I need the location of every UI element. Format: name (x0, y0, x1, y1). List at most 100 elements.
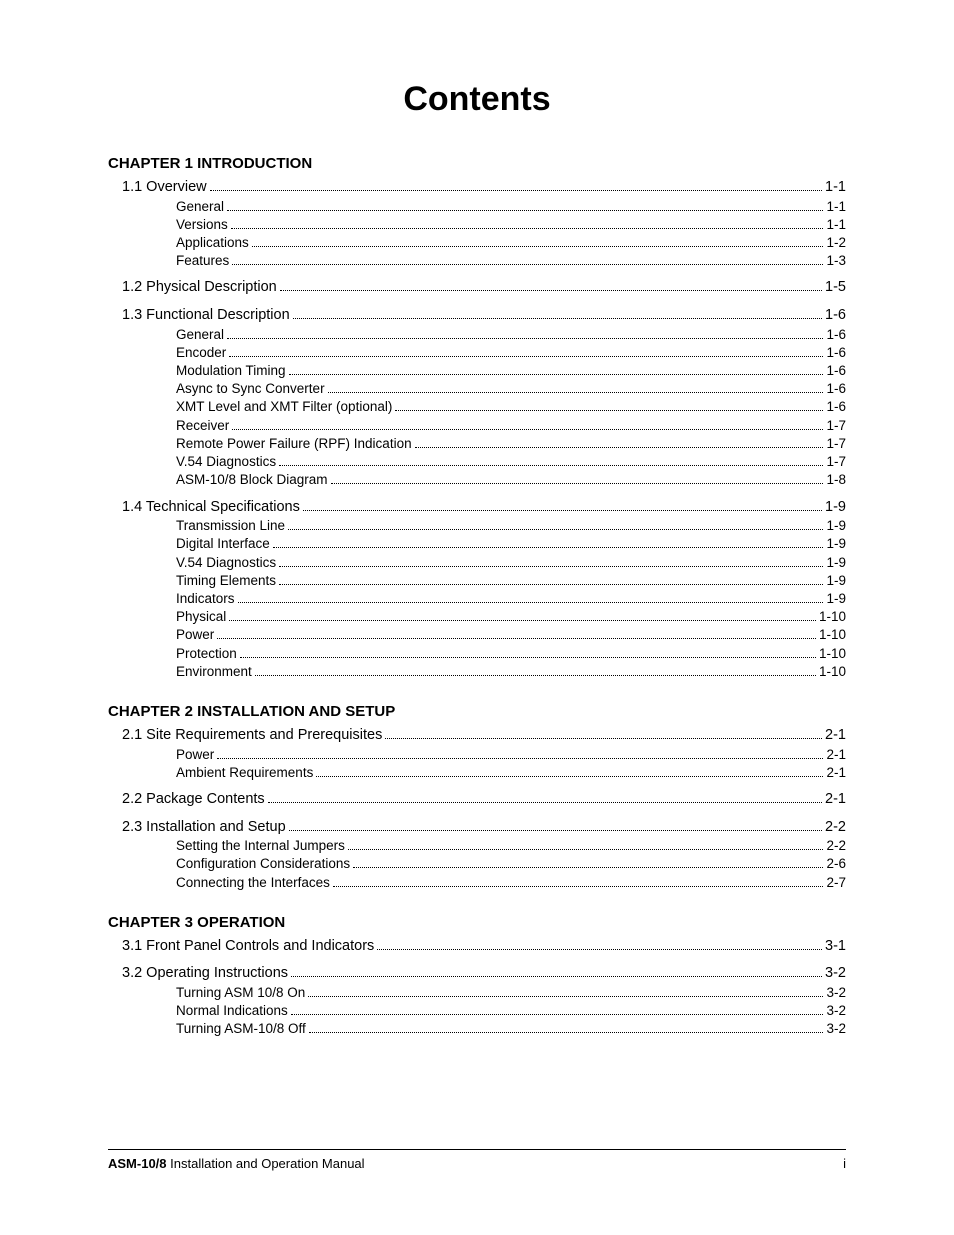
footer-page-number: i (843, 1156, 846, 1171)
toc-leader (255, 665, 816, 676)
toc-leader (328, 382, 824, 393)
toc-subsection-label: Applications (176, 234, 249, 252)
toc-section-label: 1.2 Physical Description (122, 278, 277, 298)
toc-subsection: Modulation Timing1-6 (176, 362, 846, 380)
toc-leader (210, 179, 822, 191)
toc-subsection-label: Power (176, 626, 214, 644)
toc-leader (333, 876, 824, 887)
toc-section-label: 1.3 Functional Description (122, 306, 290, 326)
toc-subsection-label: Turning ASM 10/8 On (176, 984, 305, 1002)
toc-section-label: 1.4 Technical Specifications (122, 498, 300, 518)
toc-section: 1.1 Overview 1-1 (122, 178, 846, 198)
toc-subsection-page: 1-6 (826, 398, 846, 416)
toc-subsection-page: 2-1 (826, 746, 846, 764)
toc-subsection-label: XMT Level and XMT Filter (optional) (176, 398, 392, 416)
toc-subsection: Receiver1-7 (176, 417, 846, 435)
toc-subsection: Normal Indications3-2 (176, 1002, 846, 1020)
toc-section: 2.2 Package Contents 2-1 (122, 790, 846, 810)
toc-subsection-page: 1-6 (826, 326, 846, 344)
toc-subsection-label: Setting the Internal Jumpers (176, 837, 345, 855)
toc-subsection-page: 1-9 (826, 590, 846, 608)
toc-subsection: Applications 1-2 (176, 234, 846, 252)
toc-leader (289, 364, 824, 375)
toc-subsection: Remote Power Failure (RPF) Indication1-7 (176, 435, 846, 453)
toc-subsection: Versions1-1 (176, 216, 846, 234)
toc-subsection-label: ASM-10/8 Block Diagram (176, 471, 328, 489)
toc-leader (232, 254, 823, 265)
toc-subsection-page: 1-9 (826, 572, 846, 590)
toc-subsection: Configuration Considerations2-6 (176, 855, 846, 873)
toc-leader (385, 727, 822, 739)
toc-subsection-page: 1-2 (826, 234, 846, 252)
toc-subsection: Setting the Internal Jumpers 2-2 (176, 837, 846, 855)
toc-subsection-page: 1-9 (826, 517, 846, 535)
toc-leader (279, 556, 823, 567)
toc-subsection-page: 1-7 (826, 435, 846, 453)
toc-leader (279, 574, 823, 585)
toc-subsection-label: Ambient Requirements (176, 764, 313, 782)
toc-subsection-label: V.54 Diagnostics (176, 453, 276, 471)
toc-subsection-page: 2-2 (826, 837, 846, 855)
toc-leader (217, 748, 823, 759)
toc-subsection: V.54 Diagnostics1-9 (176, 554, 846, 572)
toc-subsection-label: Configuration Considerations (176, 855, 350, 873)
toc-leader (377, 938, 822, 950)
toc-subsection: Turning ASM-10/8 Off3-2 (176, 1020, 846, 1038)
toc-leader (353, 858, 823, 869)
toc-subsection-label: Modulation Timing (176, 362, 286, 380)
toc-subsection-page: 1-6 (826, 380, 846, 398)
chapter-heading: CHAPTER 2 INSTALLATION AND SETUP (108, 703, 846, 720)
toc-leader (303, 499, 822, 511)
toc-leader (331, 474, 824, 485)
toc-subsection-page: 1-8 (826, 471, 846, 489)
toc-subsection: General1-6 (176, 326, 846, 344)
toc-section-page: 3-1 (825, 937, 846, 957)
toc-leader (289, 819, 822, 831)
toc-subsection-label: Power (176, 746, 214, 764)
toc-subsection-page: 1-10 (819, 608, 846, 626)
footer-rest: Installation and Operation Manual (167, 1156, 365, 1171)
toc-subsection: Async to Sync Converter1-6 (176, 380, 846, 398)
toc-subsection: Power 2-1 (176, 746, 846, 764)
toc-subsection: General1-1 (176, 198, 846, 216)
toc-subsection: Physical 1-10 (176, 608, 846, 626)
toc-section: 1.2 Physical Description 1-5 (122, 278, 846, 298)
toc-subsection-label: Protection (176, 645, 237, 663)
toc-leader (229, 346, 823, 357)
toc-subsection: ASM-10/8 Block Diagram 1-8 (176, 471, 846, 489)
toc-leader (252, 236, 824, 247)
toc-subsection-label: Physical (176, 608, 226, 626)
chapter-heading: CHAPTER 3 OPERATION (108, 914, 846, 931)
toc-subsection-page: 1-10 (819, 626, 846, 644)
toc-subsection-label: Connecting the Interfaces (176, 874, 330, 892)
toc-leader (291, 1004, 824, 1015)
toc-subsection: Connecting the Interfaces 2-7 (176, 874, 846, 892)
toc-leader (279, 455, 823, 466)
toc-subsection: Turning ASM 10/8 On3-2 (176, 984, 846, 1002)
toc-subsection: Indicators 1-9 (176, 590, 846, 608)
toc-subsection-page: 2-7 (826, 874, 846, 892)
toc-section-label: 1.1 Overview (122, 178, 207, 198)
toc-subsection: V.54 Diagnostics1-7 (176, 453, 846, 471)
toc-subsection-label: Transmission Line (176, 517, 285, 535)
toc-section-label: 3.2 Operating Instructions (122, 964, 288, 984)
toc-leader (238, 592, 824, 603)
toc-subsection: XMT Level and XMT Filter (optional) 1-6 (176, 398, 846, 416)
toc-section-page: 3-2 (825, 964, 846, 984)
toc-leader (231, 218, 824, 229)
chapter-heading: CHAPTER 1 INTRODUCTION (108, 155, 846, 172)
toc-section-label: 2.1 Site Requirements and Prerequisites (122, 726, 382, 746)
toc-subsection-label: Features (176, 252, 229, 270)
toc-section-page: 2-1 (825, 790, 846, 810)
toc-section: 1.4 Technical Specifications 1-9 (122, 498, 846, 518)
toc-subsection: Digital Interface1-9 (176, 535, 846, 553)
toc-subsection-label: Timing Elements (176, 572, 276, 590)
page-title: Contents (108, 80, 846, 119)
toc-leader (316, 766, 823, 777)
toc-leader (227, 200, 823, 211)
toc-subsection-label: Indicators (176, 590, 235, 608)
toc-leader (273, 538, 824, 549)
toc-subsection-label: Environment (176, 663, 252, 681)
toc-subsection-page: 1-1 (826, 198, 846, 216)
toc-section: 2.3 Installation and Setup 2-2 (122, 818, 846, 838)
